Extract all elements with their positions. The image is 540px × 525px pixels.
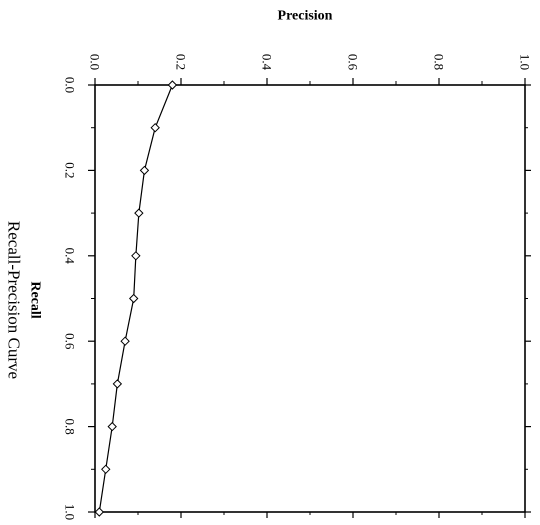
precision-axis-title: Precision bbox=[278, 9, 333, 24]
data-point-diamond bbox=[128, 293, 139, 304]
data-point-diamond bbox=[112, 379, 123, 389]
data-point-diamond bbox=[120, 336, 130, 346]
precision-tick-label: 1.0 bbox=[518, 54, 533, 70]
data-point-diamond bbox=[131, 251, 141, 261]
data-point-diamond bbox=[107, 421, 117, 432]
data-point-diamond bbox=[150, 122, 160, 133]
recall-axis-title: Recall bbox=[28, 281, 43, 318]
data-point-diamond bbox=[134, 208, 144, 218]
recall-tick-label: 0.4 bbox=[63, 248, 78, 265]
data-point-diamond bbox=[94, 507, 105, 517]
recall-tick-label: 0.0 bbox=[63, 77, 78, 93]
recall-tick-label: 0.8 bbox=[63, 418, 78, 434]
recall-tick-label: 0.2 bbox=[63, 162, 78, 178]
data-point-diamond bbox=[167, 80, 178, 90]
precision-tick-label: 0.0 bbox=[88, 54, 103, 70]
precision-tick-label: 0.6 bbox=[346, 54, 361, 71]
precision-tick-label: 0.2 bbox=[174, 54, 189, 70]
recall-tick-label: 0.6 bbox=[63, 333, 78, 350]
data-point-diamond bbox=[101, 464, 111, 475]
precision-tick-label: 0.4 bbox=[260, 54, 275, 71]
chart-title: Recall-Precision Curve bbox=[5, 221, 24, 379]
plot-frame bbox=[94, 84, 526, 513]
precision-tick-label: 0.8 bbox=[432, 54, 447, 70]
recall-tick-label: 1.0 bbox=[63, 504, 78, 520]
data-point-diamond bbox=[139, 165, 150, 176]
